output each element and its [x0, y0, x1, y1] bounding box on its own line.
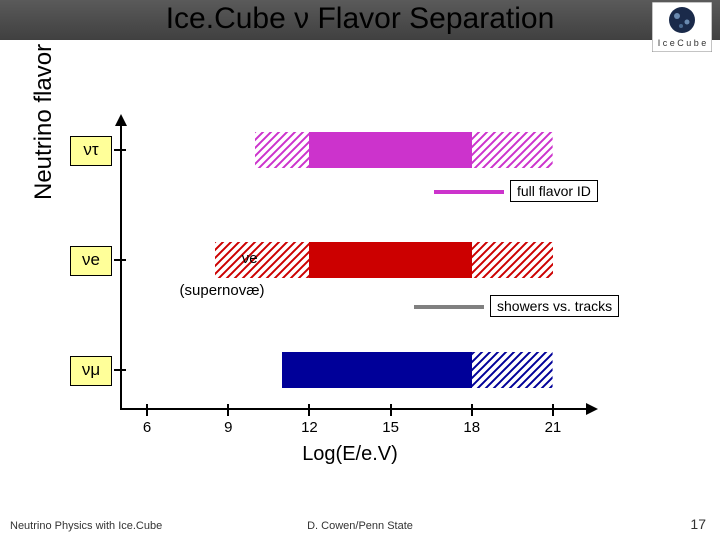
x-tick-label: 12: [301, 419, 318, 436]
y-axis-label: Neutrino flavor: [30, 44, 58, 200]
page-title: Ice.Cube ν Flavor Separation: [0, 2, 720, 36]
solid-bar-mu: [282, 352, 471, 388]
x-tick-label: 15: [382, 419, 399, 436]
inline-nu-e-label: νe: [242, 250, 258, 267]
solid-bar-tau: [309, 132, 471, 168]
x-tick-label: 6: [143, 419, 151, 436]
x-tick: [146, 404, 148, 416]
x-axis-label: Log(E/e.V): [120, 443, 580, 466]
y-tick: [114, 149, 126, 151]
x-tick: [308, 404, 310, 416]
supernovae-label: (supernovæ): [180, 282, 265, 299]
y-tick: [114, 369, 126, 371]
icecube-logo-icon: I c e C u b e: [652, 2, 712, 52]
x-tick-label: 18: [463, 419, 480, 436]
solid-bar-e: [309, 242, 471, 278]
legend-full-flavor-id: full flavor ID: [510, 180, 598, 202]
x-tick: [471, 404, 473, 416]
x-tick-label: 9: [224, 419, 232, 436]
footer-center: D. Cowen/Penn State: [0, 520, 720, 532]
legend-showers-tracks-line: [414, 305, 484, 309]
x-tick-label: 21: [545, 419, 562, 436]
x-tick: [552, 404, 554, 416]
y-axis: [120, 120, 122, 410]
page-number: 17: [690, 516, 706, 532]
x-axis: [120, 408, 588, 410]
x-axis-arrow-icon: [586, 403, 598, 415]
y-category-e: νe: [70, 246, 112, 276]
y-category-tau: ντ: [70, 136, 112, 166]
x-tick: [390, 404, 392, 416]
y-axis-arrow-icon: [115, 114, 127, 126]
y-category-mu: νμ: [70, 356, 112, 386]
x-tick: [227, 404, 229, 416]
legend-showers-vs-tracks: showers vs. tracks: [490, 295, 619, 317]
plot-area: ντνeνμ 6912151821 Log(E/e.V) full flavor…: [120, 120, 580, 410]
y-tick: [114, 259, 126, 261]
svg-text:I c e C u b e: I c e C u b e: [658, 38, 707, 48]
legend-full-flavor-line: [434, 190, 504, 194]
